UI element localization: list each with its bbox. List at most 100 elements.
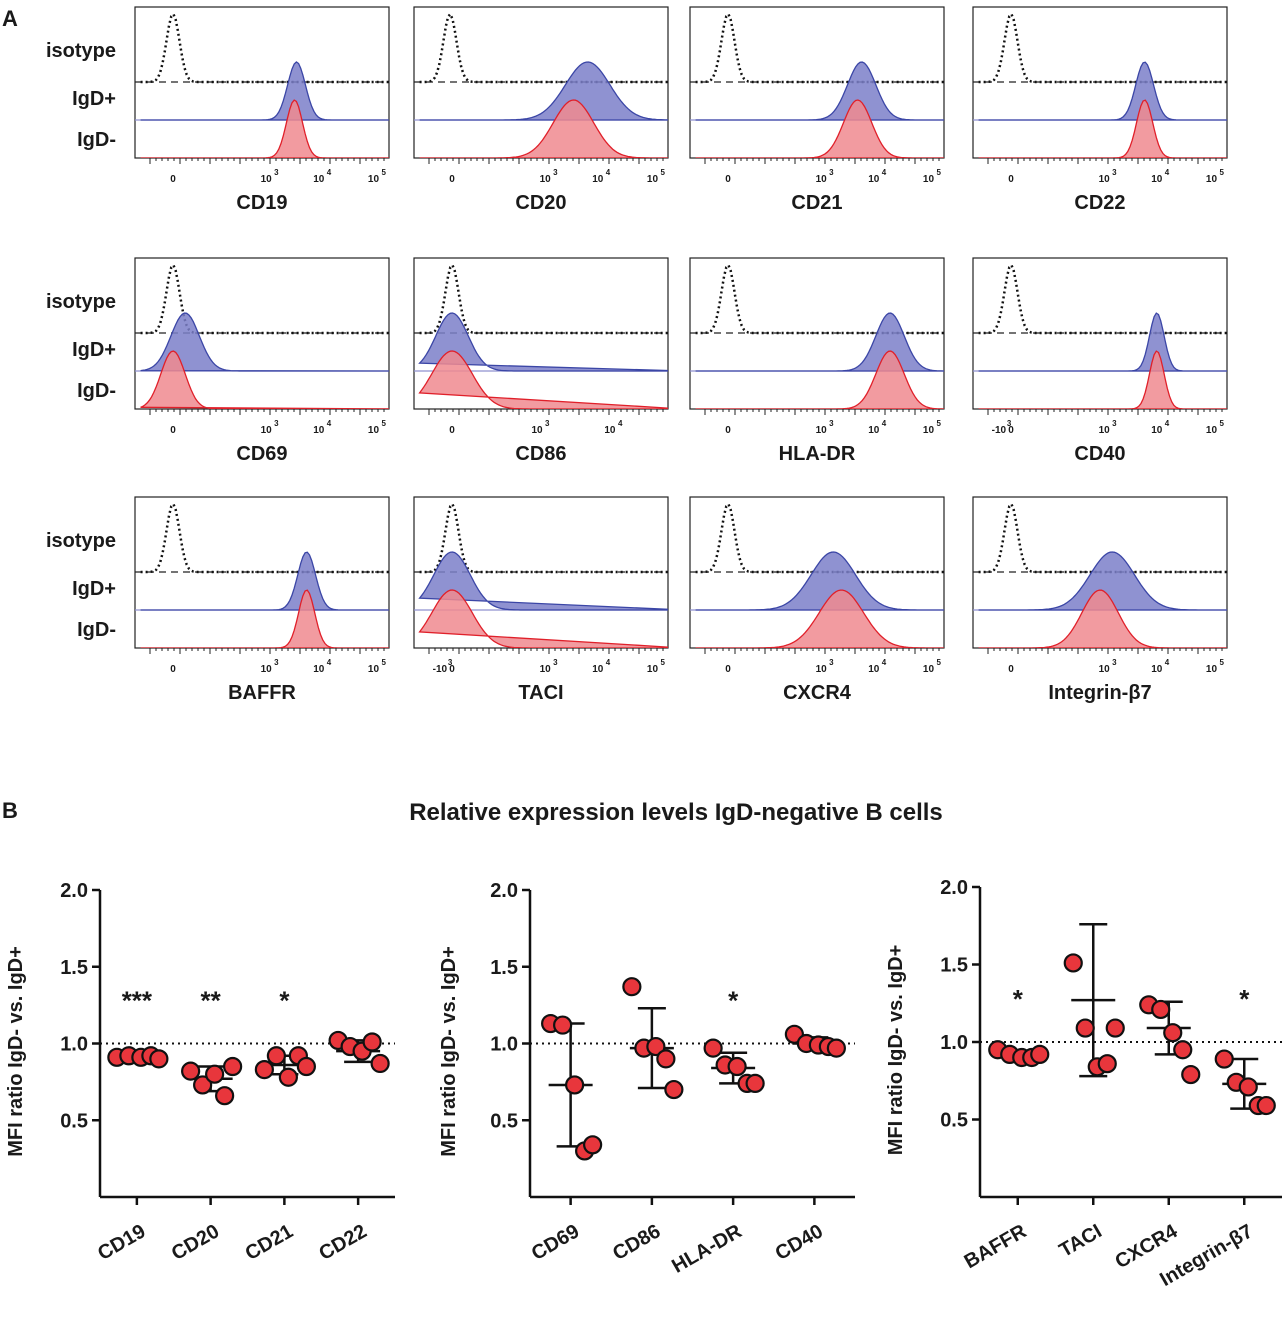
- tick-exponent: 5: [381, 658, 386, 667]
- igd-pos-histogram: [140, 551, 389, 611]
- data-point: [664, 1079, 684, 1100]
- row-label-igd-neg: IgD-: [77, 619, 116, 641]
- tick-exponent: 5: [381, 168, 386, 177]
- tick-label: 10: [868, 425, 880, 436]
- marker-label: BAFFR: [228, 682, 296, 704]
- row-label-igd-neg: IgD-: [77, 380, 116, 402]
- tick-label: 10: [368, 174, 380, 185]
- data-point: [278, 1067, 298, 1087]
- igd-neg-histogram: [419, 99, 668, 158]
- igd-neg-histogram: [695, 589, 944, 648]
- data-point: [703, 1038, 723, 1058]
- tick-exponent: 3: [448, 658, 453, 667]
- tick-exponent: 5: [1219, 168, 1224, 177]
- marker-label: Integrin-β7: [1048, 682, 1151, 704]
- y-tick-label: 2.0: [60, 880, 88, 902]
- row-label-isotype: isotype: [46, 40, 116, 62]
- significance-marker: *: [1239, 984, 1250, 1014]
- marker-label: CD86: [515, 443, 566, 465]
- x-tick-label: CD21: [242, 1220, 297, 1265]
- tick-exponent: 5: [936, 658, 941, 667]
- data-point: [254, 1059, 274, 1080]
- igd-pos-histogram: [140, 61, 389, 121]
- data-point: [181, 1061, 201, 1081]
- row-label-igd-pos: IgD+: [72, 339, 116, 361]
- igd-pos-histogram: [978, 312, 1227, 372]
- histogram-traces: [690, 263, 944, 409]
- tick-label: 0: [1008, 174, 1014, 185]
- tick-exponent: 4: [618, 419, 623, 428]
- igd-pos-histogram: [140, 312, 389, 372]
- tick-exponent: 3: [545, 419, 550, 428]
- tick-label: 10: [868, 174, 880, 185]
- tick-exponent: 3: [1112, 168, 1117, 177]
- tick-exponent: 4: [327, 419, 332, 428]
- tick-label: 0: [725, 425, 731, 436]
- data-point: [1097, 1054, 1117, 1074]
- igd-pos-histogram: [418, 312, 668, 372]
- tick-exponent: 3: [274, 658, 279, 667]
- data-point: [1075, 1018, 1095, 1038]
- data-point: [223, 1056, 243, 1077]
- histogram-traces: [414, 11, 668, 158]
- tick-label: 0: [170, 174, 176, 185]
- tick-label: 10: [261, 425, 273, 436]
- igd-pos-histogram: [695, 312, 944, 372]
- tick-label: 0: [725, 664, 731, 675]
- tick-exponent: 4: [327, 168, 332, 177]
- igd-neg-histogram: [695, 99, 944, 158]
- x-tick-label: HLA-DR: [668, 1220, 746, 1278]
- data-point: [266, 1046, 286, 1066]
- x-tick-label: CD20: [168, 1220, 223, 1265]
- data-point: [1030, 1044, 1050, 1065]
- tick-label: 10: [368, 664, 380, 675]
- data-point: [1238, 1077, 1258, 1097]
- y-tick-label: 1.0: [490, 1034, 518, 1056]
- x-tick-label: CD19: [94, 1220, 149, 1265]
- histogram-traces: [973, 502, 1227, 648]
- significance-marker: *: [279, 986, 290, 1016]
- tick-label: 0: [170, 425, 176, 436]
- igd-pos-histogram: [418, 551, 668, 611]
- marker-label: CXCR4: [783, 682, 852, 704]
- marker-label: CD22: [1074, 192, 1125, 214]
- marker-label: CD21: [791, 192, 842, 214]
- tick-exponent: 5: [1219, 419, 1224, 428]
- x-tick-label: BAFFR: [961, 1220, 1031, 1273]
- histogram-traces: [690, 502, 944, 648]
- tick-exponent: 5: [936, 419, 941, 428]
- tick-label: 10: [923, 664, 935, 675]
- isotype-histogram: [419, 502, 668, 574]
- tick-exponent: 4: [606, 658, 611, 667]
- isotype-histogram: [140, 12, 389, 84]
- tick-exponent: 5: [381, 419, 386, 428]
- tick-exponent: 4: [1165, 658, 1170, 667]
- y-tick-label: 1.5: [940, 955, 968, 977]
- tick-exponent: 4: [882, 658, 887, 667]
- y-tick-label: 2.0: [940, 877, 968, 899]
- tick-exponent: 4: [1165, 168, 1170, 177]
- tick-label: 10: [868, 664, 880, 675]
- tick-label: 10: [1206, 425, 1218, 436]
- tick-exponent: 3: [829, 168, 834, 177]
- tick-label: 10: [1099, 425, 1111, 436]
- tick-label: 10: [923, 174, 935, 185]
- tick-label: 10: [1206, 174, 1218, 185]
- isotype-histogram: [140, 502, 389, 574]
- histogram-traces: [414, 263, 668, 409]
- data-point: [1181, 1064, 1201, 1085]
- isotype-histogram: [140, 263, 389, 335]
- tick-exponent: 4: [882, 168, 887, 177]
- isotype-histogram: [419, 11, 668, 84]
- marker-label: CD20: [515, 192, 566, 214]
- y-axis-label: MFI ratio IgD- vs. IgD+: [5, 946, 27, 1157]
- tick-exponent: 5: [660, 168, 665, 177]
